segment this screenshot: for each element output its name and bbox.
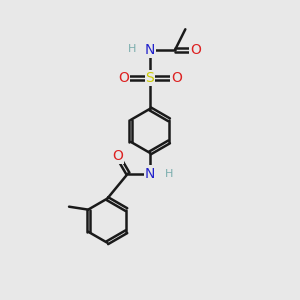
- Text: O: O: [112, 149, 123, 163]
- Text: H: H: [128, 44, 136, 54]
- Text: N: N: [145, 167, 155, 181]
- Text: H: H: [165, 169, 173, 179]
- Text: S: S: [146, 71, 154, 85]
- Text: O: O: [190, 43, 201, 57]
- Text: O: O: [171, 71, 182, 85]
- Text: O: O: [118, 71, 129, 85]
- Text: N: N: [145, 43, 155, 57]
